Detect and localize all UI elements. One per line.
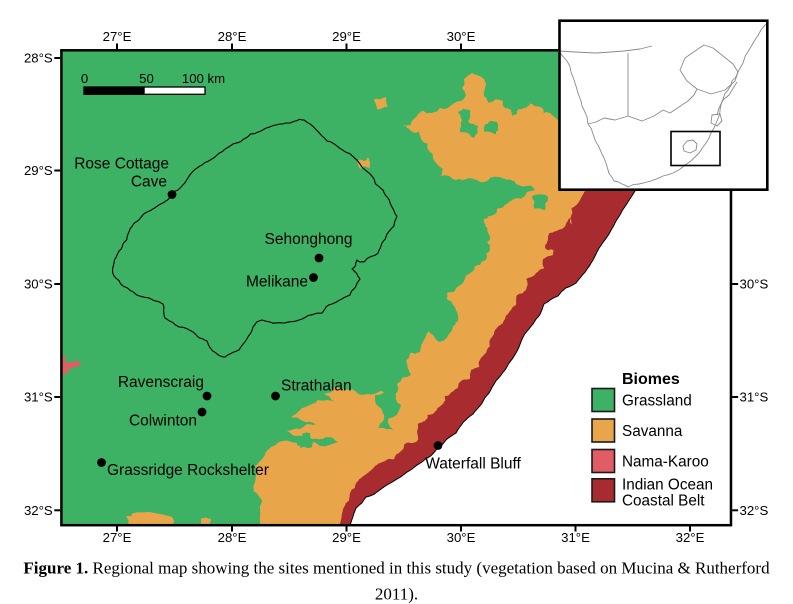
svg-text:28°E: 28°E [218,29,247,44]
svg-text:27°E: 27°E [103,530,132,545]
svg-text:30°E: 30°E [447,29,476,44]
svg-text:50: 50 [139,71,154,86]
svg-text:32°E: 32°E [676,530,705,545]
svg-text:Biomes: Biomes [622,371,680,388]
svg-text:Sehonghong: Sehonghong [265,231,353,248]
svg-text:Waterfall Bluff: Waterfall Bluff [425,456,521,473]
svg-text:31°S: 31°S [24,390,53,405]
svg-text:30°S: 30°S [740,277,769,292]
svg-text:Rose Cottage: Rose Cottage [74,156,169,173]
svg-text:30°S: 30°S [24,277,53,292]
svg-text:Indian Ocean: Indian Ocean [622,477,713,494]
svg-text:29°E: 29°E [332,29,361,44]
svg-text:Colwinton: Colwinton [129,413,197,430]
svg-text:Savanna: Savanna [622,423,683,440]
svg-text:27°E: 27°E [103,29,132,44]
svg-text:31°E: 31°E [561,530,590,545]
svg-text:Grassland: Grassland [622,393,692,410]
svg-text:Grassridge Rockshelter: Grassridge Rockshelter [107,462,269,479]
svg-text:Nama-Karoo: Nama-Karoo [622,454,709,471]
svg-text:32°S: 32°S [24,503,53,518]
svg-text:Ravenscraig: Ravenscraig [118,374,204,391]
svg-text:Figure 1. Regional map showing: Figure 1. Regional map showing the sites… [23,559,770,578]
svg-text:32°S: 32°S [740,503,769,518]
svg-text:29°E: 29°E [332,530,361,545]
svg-text:0: 0 [81,71,88,86]
svg-text:28°S: 28°S [24,51,53,66]
svg-text:Cave: Cave [131,174,167,191]
svg-text:28°E: 28°E [218,530,247,545]
svg-text:Coastal Belt: Coastal Belt [622,493,705,510]
svg-text:30°E: 30°E [447,530,476,545]
svg-text:Strathalan: Strathalan [281,378,352,395]
svg-text:31°S: 31°S [740,390,769,405]
svg-text:100 km: 100 km [182,71,225,86]
svg-text:2011).: 2011). [375,585,418,604]
svg-text:Melikane: Melikane [246,274,308,291]
svg-text:29°S: 29°S [24,163,53,178]
